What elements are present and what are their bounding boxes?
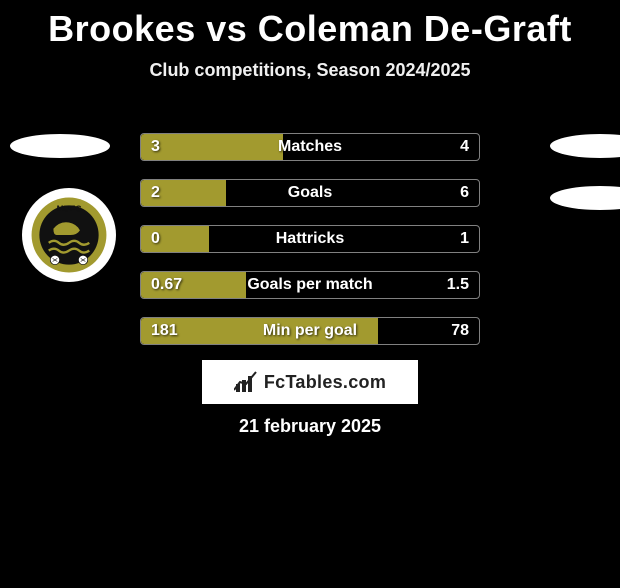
stat-label: Goals xyxy=(141,184,479,202)
player-right-ellipse-2 xyxy=(550,186,620,210)
svg-text:MUFC: MUFC xyxy=(57,204,82,214)
stat-row: 181Min per goal78 xyxy=(140,317,480,345)
stat-row: 0Hattricks1 xyxy=(140,225,480,253)
bar-chart-icon xyxy=(234,370,258,394)
footer-date: 21 february 2025 xyxy=(0,416,620,437)
stat-right-value: 1 xyxy=(460,230,469,248)
stat-right-value: 6 xyxy=(460,184,469,202)
stat-right-value: 1.5 xyxy=(447,276,469,294)
brand-box: FcTables.com xyxy=(202,360,418,404)
stat-row: 2Goals6 xyxy=(140,179,480,207)
stat-row: 0.67Goals per match1.5 xyxy=(140,271,480,299)
player-left-ellipse-1 xyxy=(10,134,110,158)
player-right-ellipse-1 xyxy=(550,134,620,158)
comparison-subtitle: Club competitions, Season 2024/2025 xyxy=(0,60,620,81)
stat-row: 3Matches4 xyxy=(140,133,480,161)
stat-label: Min per goal xyxy=(141,322,479,340)
stat-label: Hattricks xyxy=(141,230,479,248)
club-badge: MUFC xyxy=(22,188,116,282)
stat-right-value: 4 xyxy=(460,138,469,156)
stats-bars: 3Matches4 2Goals6 0Hattricks1 0.67Goals per… xyxy=(140,133,480,363)
stat-label: Goals per match xyxy=(141,276,479,294)
stat-right-value: 78 xyxy=(451,322,469,340)
brand-text: FcTables.com xyxy=(264,372,386,393)
stat-label: Matches xyxy=(141,138,479,156)
club-badge-icon: MUFC xyxy=(30,196,108,274)
comparison-title: Brookes vs Coleman De-Graft xyxy=(0,8,620,50)
